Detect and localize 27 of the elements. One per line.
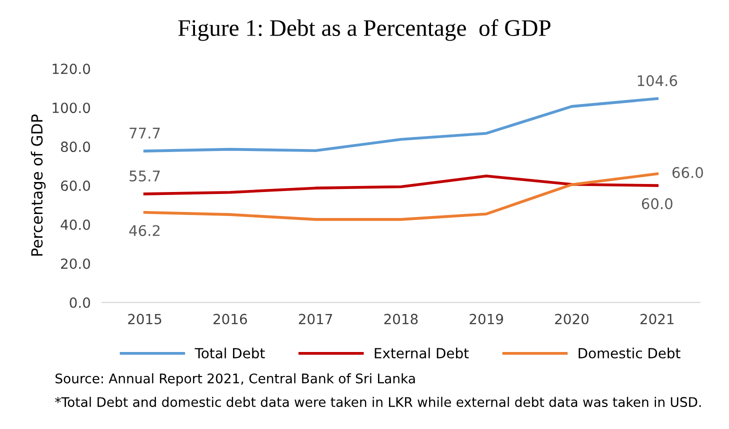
x-tick-label: 2017 — [298, 314, 332, 324]
legend-label: Domestic Debt — [578, 348, 680, 358]
x-tick-label: 2020 — [555, 314, 588, 324]
data-label: 46.2 — [129, 225, 160, 236]
y-tick-label: 20.0 — [61, 258, 90, 269]
x-tick-label: 2019 — [470, 314, 504, 324]
data-label: 66.0 — [672, 167, 703, 178]
y-tick-label: 40.0 — [60, 219, 90, 230]
data-label: 104.6 — [638, 75, 678, 86]
source-note: Source: Annual Report 2021, Central Bank of Sri Lanka — [56, 373, 415, 386]
data-label: 77.7 — [130, 128, 160, 138]
chart-title: Figure 1: Debt as a Percentage of GDP — [178, 19, 550, 41]
data-label: 55.7 — [130, 170, 160, 182]
legend-label: External Debt — [374, 348, 469, 358]
x-tick-label: 2021 — [640, 314, 674, 324]
y-tick-label: 100.0 — [52, 102, 90, 114]
legend-label: Total Debt — [194, 348, 265, 358]
x-tick-label: 2015 — [128, 314, 162, 324]
x-tick-label: 2016 — [214, 314, 247, 324]
text: *Total Debt and domestic debt data were taken in LKR while external debt data was taken in USD. — [55, 396, 701, 408]
y-tick-label: 0.0 — [70, 297, 90, 308]
y-axis-title: Percentage of GDP — [30, 114, 46, 256]
x-tick-label: 2018 — [384, 314, 418, 324]
y-tick-label: 60.0 — [60, 180, 90, 192]
y-tick-label: 80.0 — [60, 142, 90, 152]
data-label: 60.0 — [642, 198, 672, 210]
y-tick-label: 120.0 — [52, 64, 90, 74]
